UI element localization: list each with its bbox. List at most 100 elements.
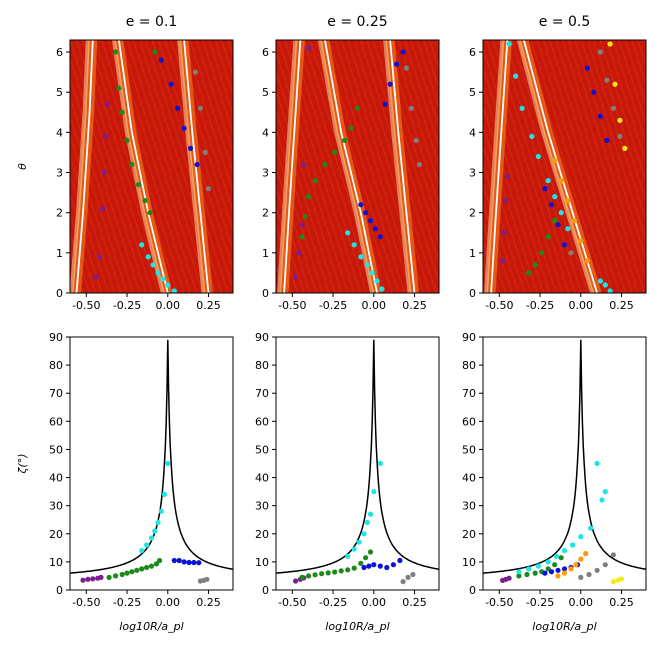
marker-cyan <box>361 531 367 537</box>
panel-frame <box>69 39 234 294</box>
marker-purple <box>503 198 509 204</box>
marker-cyan <box>602 282 608 288</box>
marker-green <box>302 214 308 220</box>
heatmap-stripe-bright <box>70 40 90 293</box>
marker-blue <box>384 564 390 571</box>
y-tick-label: 50 <box>462 443 476 456</box>
y-tick-label: 40 <box>462 472 476 485</box>
marker-green <box>354 105 361 111</box>
marker-cyan <box>379 286 385 292</box>
marker-cyan <box>150 262 156 268</box>
marker-green <box>532 570 538 576</box>
marker-green <box>532 262 538 268</box>
marker-purple <box>293 274 299 280</box>
marker-green <box>332 149 338 155</box>
marker-cyan <box>160 276 166 282</box>
x-tick-label: -0.50 <box>485 299 513 312</box>
y-tick-label: 0 <box>56 287 63 300</box>
marker-yellow <box>622 145 628 151</box>
marker-purple <box>504 173 510 180</box>
marker-cyan <box>152 528 158 534</box>
marker-green <box>148 563 155 569</box>
plot-background <box>70 337 233 590</box>
white-curve <box>324 40 378 293</box>
marker-green <box>139 566 145 572</box>
marker-blue <box>555 222 561 228</box>
white-curve <box>183 40 210 293</box>
panel-top-middle: -0.50 -0.25 0.00 0.25 0 1 2 3 4 5 6 e = 0.25 <box>262 14 440 312</box>
x-axis-label: log10R/a_pl <box>325 620 389 633</box>
y-tick-label: 80 <box>255 359 269 372</box>
marker-green <box>322 161 328 168</box>
marker-purple <box>296 250 302 256</box>
marker-cyan <box>371 489 377 495</box>
marker-orange <box>573 562 579 568</box>
marker-gray <box>408 105 414 111</box>
marker-purple <box>90 576 96 582</box>
marker-green <box>545 234 551 240</box>
scatter-layer <box>276 339 439 585</box>
marker-orange <box>561 570 568 576</box>
y-tick-label: 10 <box>462 556 476 569</box>
marker-blue <box>176 557 182 564</box>
marker-green <box>113 49 119 55</box>
marker-green <box>306 573 312 579</box>
marker-cyan <box>155 270 161 276</box>
y-tick-label: 30 <box>255 500 269 513</box>
heatmap-layer <box>484 40 628 293</box>
marker-cyan <box>558 210 564 216</box>
marker-cyan <box>144 542 150 548</box>
y-tick-label: 6 <box>56 46 63 59</box>
marker-blue <box>584 65 590 71</box>
marker-purple <box>96 254 102 260</box>
plot-background <box>483 337 646 590</box>
heatmap-stripe-bright <box>317 40 375 293</box>
marker-cyan <box>594 460 600 467</box>
marker-gray <box>586 571 592 578</box>
y-tick-label: 60 <box>49 415 63 428</box>
marker-yellow <box>617 117 623 123</box>
y-tick-label: 5 <box>56 86 63 99</box>
y-tick-label: 70 <box>255 387 269 400</box>
marker-blue <box>171 557 177 564</box>
marker-orange <box>578 556 584 562</box>
x-tick-label: -0.25 <box>113 299 141 312</box>
y-tick-label: 4 <box>56 126 63 139</box>
y-tick-label: 6 <box>262 46 269 59</box>
marker-orange <box>552 157 558 164</box>
marker-purple <box>301 161 307 168</box>
heatmap-stripe-bright <box>277 40 298 293</box>
x-tick-label: 0.00 <box>362 596 387 609</box>
marker-cyan <box>506 41 512 47</box>
marker-blue <box>191 559 197 566</box>
marker-cyan <box>552 194 558 200</box>
marker-gray <box>192 69 199 75</box>
y-tick-label: 10 <box>49 556 63 569</box>
panel-frame <box>69 336 234 591</box>
panel-top-left: -0.50 -0.25 0.00 0.25 0 1 2 3 4 5 6 e = 0.1 θ <box>16 14 234 312</box>
marker-gray <box>403 65 409 71</box>
marker-gray <box>413 137 419 143</box>
y-tick-label: 10 <box>255 556 269 569</box>
marker-blue <box>382 101 388 107</box>
marker-green <box>116 85 122 91</box>
marker-green <box>358 560 364 566</box>
marker-green <box>306 194 312 200</box>
marker-green <box>129 161 135 168</box>
marker-cyan <box>345 230 351 236</box>
marker-cyan <box>545 559 551 565</box>
panel-title: e = 0.25 <box>327 14 387 30</box>
x-tick-label: 0.25 <box>196 596 221 609</box>
y-tick-label: 50 <box>255 443 269 456</box>
marker-green <box>524 571 530 578</box>
marker-cyan <box>553 553 560 559</box>
white-curve <box>283 40 302 293</box>
marker-cyan <box>358 254 364 260</box>
cusp-curve <box>70 339 233 574</box>
marker-yellow <box>618 576 625 582</box>
x-tick-label: 0.00 <box>569 596 594 609</box>
x-tick-label: 0.25 <box>402 299 427 312</box>
marker-yellow <box>607 41 613 47</box>
marker-blue <box>597 113 604 119</box>
